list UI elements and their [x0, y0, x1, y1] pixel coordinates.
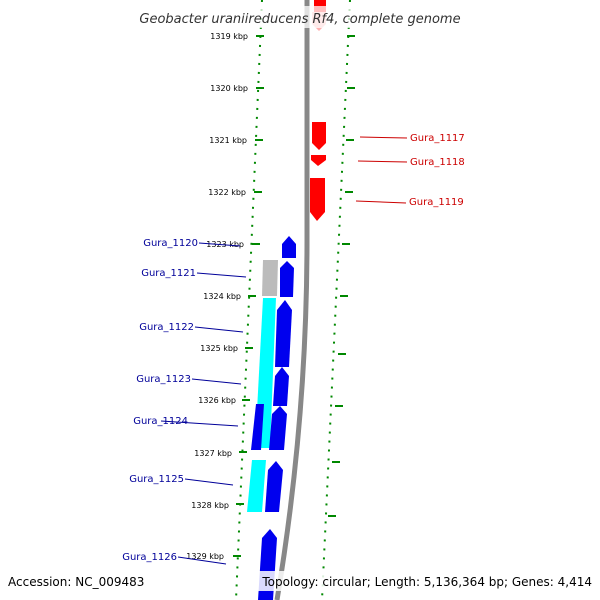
- footer-backdrop-left: [4, 571, 154, 591]
- reverse-gene-gura-1121[interactable]: [280, 261, 294, 297]
- tick-marks: [233, 35, 355, 557]
- gene-label-gura-1117[interactable]: Gura_1117: [410, 133, 465, 144]
- reverse-gene-gura-1124b[interactable]: [251, 404, 264, 450]
- reverse-gene-gura-1124[interactable]: [269, 406, 287, 450]
- forward-gene-gura-1118[interactable]: [311, 155, 326, 166]
- gene-label-gura-1118[interactable]: Gura_1118: [410, 157, 465, 168]
- gene-label-gura-1119[interactable]: Gura_1119: [409, 197, 464, 208]
- reverse-gene-gura-1125[interactable]: [265, 461, 283, 512]
- gene-label-gura-1121[interactable]: Gura_1121: [141, 268, 196, 279]
- gene-label-gura-1125[interactable]: Gura_1125: [129, 474, 184, 485]
- gene-label-gura-1120[interactable]: Gura_1120: [143, 238, 198, 249]
- tick-label: 1329 kbp: [186, 552, 224, 561]
- tick-label: 1324 kbp: [203, 292, 241, 301]
- reverse-gene-gura-1120[interactable]: [282, 236, 296, 258]
- footer-backdrop-right: [256, 571, 596, 591]
- tick-label: 1325 kbp: [200, 344, 238, 353]
- tick-label: 1326 kbp: [198, 396, 236, 405]
- gene-label-gura-1126[interactable]: Gura_1126: [122, 552, 177, 563]
- gene-label-gura-1123[interactable]: Gura_1123: [136, 374, 191, 385]
- reverse-gene-gura-1123[interactable]: [273, 367, 289, 406]
- tick-label: 1321 kbp: [209, 136, 247, 145]
- genome-summary-text: Topology: circular; Length: 5,136,364 bp…: [261, 575, 592, 589]
- tick-label: 1328 kbp: [191, 501, 229, 510]
- tick-label: 1322 kbp: [208, 188, 246, 197]
- forward-gene-gura-1117[interactable]: [312, 122, 326, 150]
- reverse-gene-gura-1122[interactable]: [275, 300, 292, 367]
- tick-label: 1319 kbp: [210, 32, 248, 41]
- forward-gene-gura-1119[interactable]: [310, 178, 325, 221]
- pseudo-gene-feature[interactable]: [262, 260, 278, 296]
- tick-label: 1320 kbp: [210, 84, 248, 93]
- accession-text: Accession: NC_009483: [8, 575, 144, 589]
- track-guide-right-inner: [321, 0, 351, 600]
- genome-backbone: [274, 0, 310, 600]
- track-guide-left-outer: [235, 0, 263, 600]
- tick-label: 1327 kbp: [194, 449, 232, 458]
- title-backdrop: [130, 6, 470, 28]
- genome-title: Geobacter uraniireducens Rf4, complete g…: [139, 12, 460, 27]
- gene-label-gura-1124[interactable]: Gura_1124: [133, 416, 188, 427]
- gene-label-gura-1122[interactable]: Gura_1122: [139, 322, 194, 333]
- reverse-label-connectors: [160, 242, 247, 565]
- forward-label-connectors: [355, 136, 408, 204]
- cds-feature-block[interactable]: [247, 460, 266, 512]
